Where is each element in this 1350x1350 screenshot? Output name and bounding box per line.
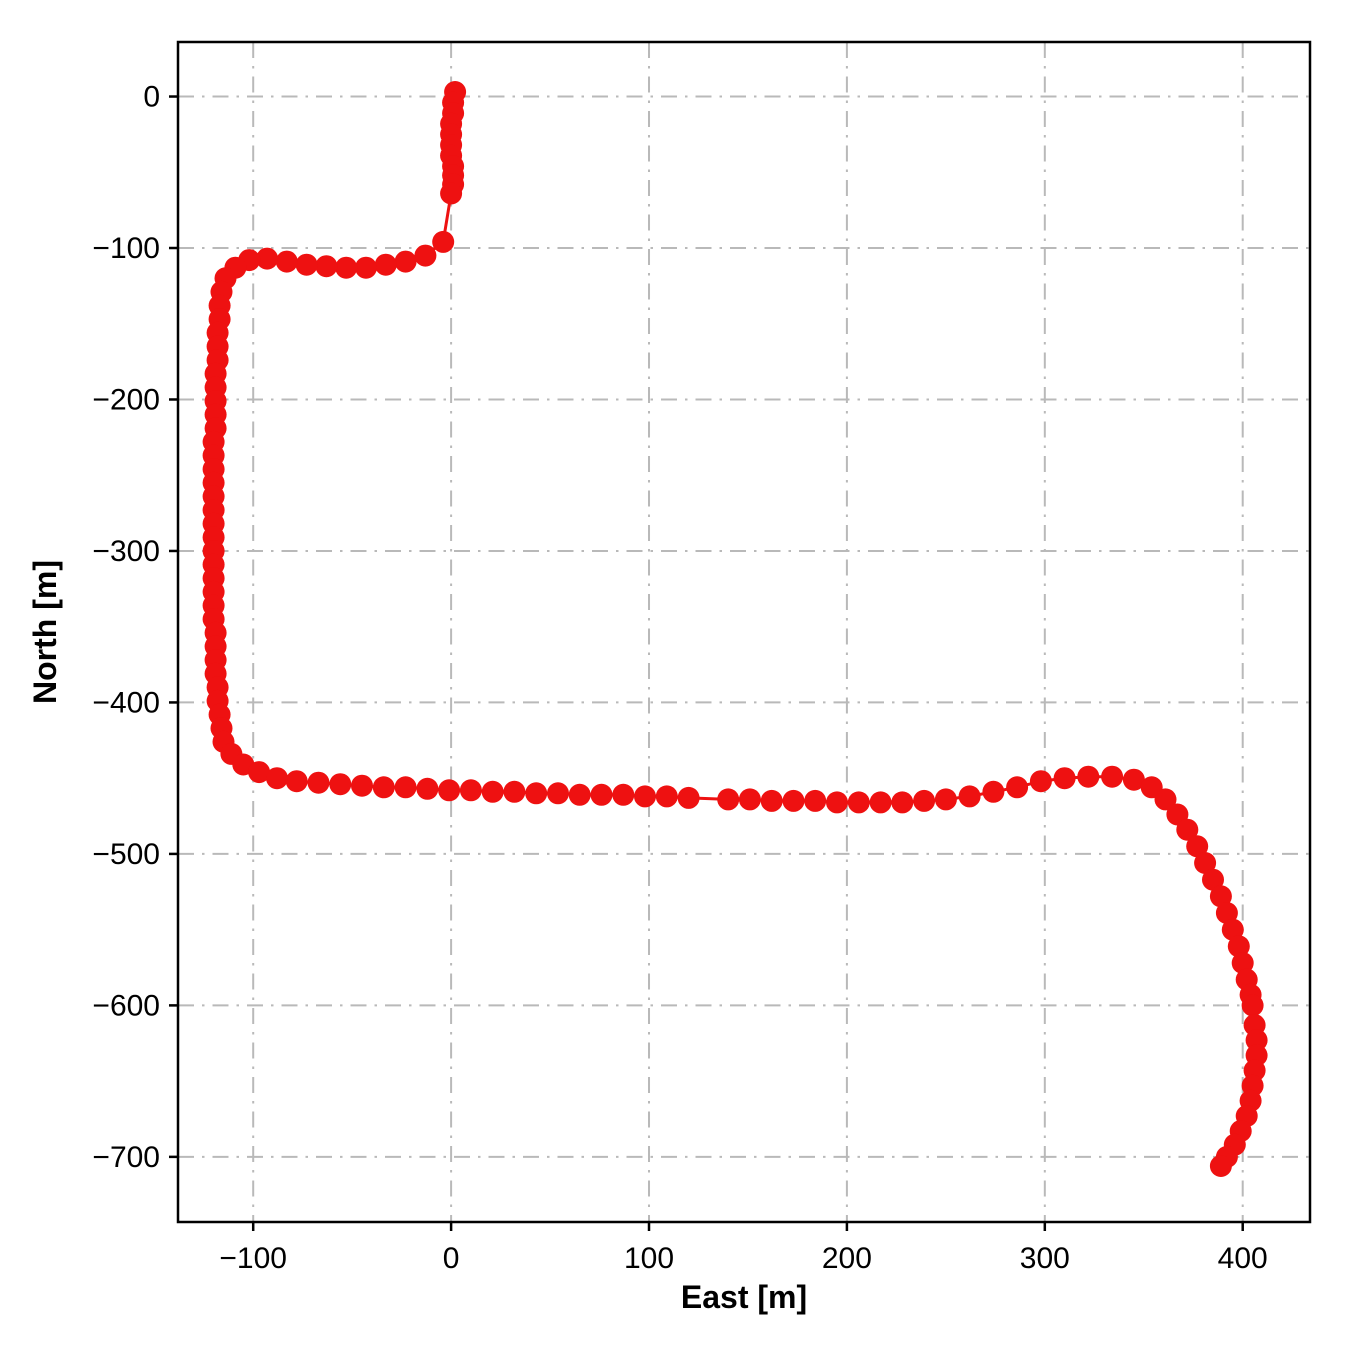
- data-point: [414, 244, 437, 267]
- data-point: [416, 777, 439, 800]
- data-point: [394, 250, 417, 273]
- data-point: [760, 789, 783, 812]
- data-point: [351, 774, 373, 797]
- data-point: [295, 253, 318, 276]
- data-point: [1215, 902, 1238, 924]
- y-tick-label: −400: [92, 686, 160, 719]
- data-point: [307, 771, 330, 794]
- data-point: [374, 253, 397, 276]
- data-point: [285, 770, 308, 793]
- data-point: [1227, 935, 1250, 958]
- data-point: [1122, 768, 1145, 791]
- data-point: [335, 256, 358, 279]
- y-tick-label: −700: [92, 1141, 160, 1174]
- data-point: [891, 791, 914, 814]
- x-tick-label: 200: [822, 1242, 872, 1275]
- data-point: [355, 256, 377, 279]
- y-axis-label: North [m]: [27, 560, 63, 704]
- data-point: [634, 785, 656, 808]
- data-point: [1209, 1155, 1232, 1177]
- data-point: [847, 791, 870, 814]
- data-point: [655, 785, 678, 808]
- data-point: [432, 230, 455, 253]
- data-point: [1231, 952, 1254, 974]
- data-point: [547, 782, 569, 805]
- data-point: [329, 773, 352, 796]
- data-point: [590, 783, 613, 806]
- data-point: [982, 780, 1005, 803]
- data-point: [256, 247, 279, 270]
- data-point: [1186, 835, 1209, 858]
- data-point: [1053, 767, 1076, 790]
- data-point: [440, 182, 463, 205]
- data-point: [1154, 788, 1177, 811]
- y-tick-label: 0: [143, 81, 160, 114]
- data-point: [804, 789, 827, 812]
- data-point: [1202, 868, 1224, 891]
- y-tick-label: −300: [92, 535, 160, 568]
- data-point: [677, 786, 700, 809]
- y-tick-label: −600: [92, 989, 160, 1022]
- data-point: [1209, 885, 1232, 908]
- data-point: [1241, 994, 1264, 1017]
- data-point: [481, 780, 504, 803]
- data-point: [275, 250, 298, 273]
- data-point: [459, 779, 482, 802]
- data-point: [1077, 765, 1100, 788]
- data-point: [958, 785, 981, 808]
- data-point: [1245, 1029, 1268, 1052]
- data-point: [1101, 765, 1124, 788]
- data-point: [782, 789, 805, 812]
- data-point: [438, 779, 461, 802]
- data-point: [394, 776, 417, 799]
- data-point: [612, 783, 635, 806]
- y-tick-label: −100: [92, 232, 160, 265]
- data-point: [1221, 918, 1244, 941]
- x-tick-label: 100: [624, 1242, 674, 1275]
- data-point: [1194, 852, 1217, 874]
- data-point: [372, 776, 395, 799]
- data-point: [1006, 776, 1029, 799]
- data-point: [1029, 770, 1052, 793]
- data-point: [717, 788, 740, 811]
- data-point: [869, 791, 892, 814]
- data-point: [826, 791, 848, 814]
- data-point: [266, 767, 288, 790]
- data-point: [503, 780, 526, 803]
- data-point: [738, 788, 761, 811]
- x-tick-label: 300: [1020, 1242, 1070, 1275]
- x-tick-label: 0: [443, 1242, 460, 1275]
- data-point: [525, 782, 548, 805]
- y-tick-label: −200: [92, 383, 160, 416]
- axes-box: [176, 40, 1312, 1224]
- data-point: [248, 761, 271, 784]
- x-tick-label: −100: [219, 1242, 287, 1275]
- x-axis-label: East [m]: [681, 1279, 807, 1315]
- data-point: [568, 783, 591, 806]
- data-point: [315, 255, 338, 278]
- y-tick-label: −500: [92, 838, 160, 871]
- data-point: [934, 788, 957, 811]
- data-point: [913, 789, 936, 812]
- data-point: [1176, 818, 1199, 841]
- x-tick-label: 400: [1218, 1242, 1268, 1275]
